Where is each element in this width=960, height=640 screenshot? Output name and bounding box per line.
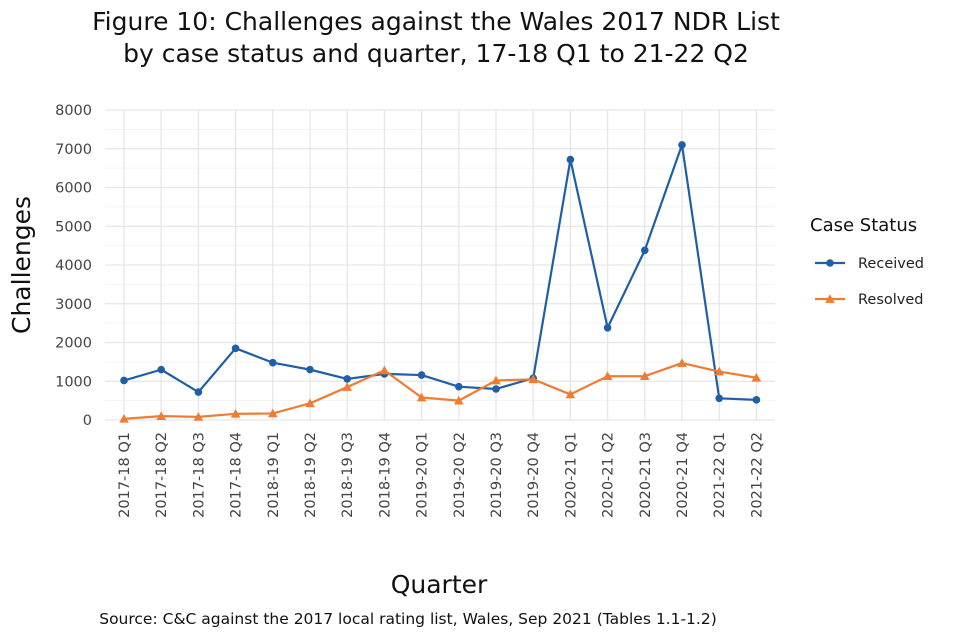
data-point-received xyxy=(566,155,575,164)
data-point-received xyxy=(752,396,761,404)
x-tick-label: 2018-19 Q3 xyxy=(340,432,356,518)
legend-label-received: Received xyxy=(858,256,924,272)
data-point-received xyxy=(455,382,463,391)
data-point-resolved xyxy=(230,409,241,418)
y-tick-label: 5000 xyxy=(55,219,92,235)
legend-marker-resolved xyxy=(825,294,835,303)
series-line-received xyxy=(123,143,757,401)
x-tick-label: 2017-18 Q4 xyxy=(229,432,245,518)
data-point-resolved xyxy=(416,392,427,402)
x-tick-label: 2020-21 Q1 xyxy=(563,432,579,518)
x-tick-label: 2018-19 Q2 xyxy=(303,432,319,518)
data-point-resolved xyxy=(156,411,166,420)
data-point-received xyxy=(641,246,649,255)
data-point-resolved xyxy=(751,372,762,382)
data-point-received xyxy=(678,141,686,149)
chart-title-line-1: Figure 10: Challenges against the Wales … xyxy=(92,7,780,36)
data-point-received xyxy=(231,344,240,353)
legend-item-resolved: Resolved xyxy=(815,292,924,308)
data-point-resolved xyxy=(305,398,315,408)
y-tick-label: 7000 xyxy=(55,142,92,158)
x-tick-label: 2019-20 Q2 xyxy=(452,432,468,518)
x-tick-label: 2021-22 Q2 xyxy=(749,432,765,518)
y-tick-label: 8000 xyxy=(55,103,92,119)
x-tick-label: 2019-20 Q1 xyxy=(415,432,431,518)
data-series xyxy=(119,141,762,423)
data-point-resolved xyxy=(602,371,613,381)
y-tick-label: 4000 xyxy=(55,258,92,274)
data-point-received xyxy=(157,365,165,374)
y-tick-label: 6000 xyxy=(55,181,92,197)
legend-item-received: Received xyxy=(815,256,924,272)
data-point-resolved xyxy=(640,371,650,381)
data-point-resolved xyxy=(677,358,687,367)
data-point-received xyxy=(306,365,314,374)
series-received xyxy=(120,141,761,404)
data-point-received xyxy=(269,358,277,367)
data-point-resolved xyxy=(268,408,278,418)
legend-title: Case Status xyxy=(810,215,917,236)
legend-marker-received xyxy=(826,259,834,267)
y-tick-label: 2000 xyxy=(55,336,92,352)
y-tick-label: 0 xyxy=(83,413,92,429)
x-tick-label: 2019-20 Q4 xyxy=(526,432,542,518)
x-tick-label: 2020-21 Q2 xyxy=(601,432,617,518)
data-point-resolved xyxy=(491,375,501,385)
data-point-received xyxy=(492,385,500,393)
source-note: Source: C&C against the 2017 local ratin… xyxy=(99,610,717,628)
y-axis-title: Challenges xyxy=(7,196,36,334)
x-tick-label: 2017-18 Q3 xyxy=(191,432,207,518)
x-tick-label: 2018-19 Q1 xyxy=(266,432,282,518)
legend: Case Status Received Resolved xyxy=(810,215,924,308)
data-point-received xyxy=(603,323,612,332)
legend-label-resolved: Resolved xyxy=(858,292,924,308)
data-point-received xyxy=(417,371,426,379)
data-point-resolved xyxy=(119,414,129,423)
data-point-resolved xyxy=(342,382,352,391)
data-point-resolved xyxy=(379,365,390,375)
x-tick-label: 2020-21 Q3 xyxy=(638,432,654,518)
y-axis-tick-labels: 0 1000 2000 3000 4000 5000 6000 7000 8000 xyxy=(55,103,92,429)
data-point-resolved xyxy=(454,395,464,405)
x-tick-label: 2017-18 Q1 xyxy=(117,432,133,518)
data-point-received xyxy=(715,394,723,403)
x-tick-label: 2018-19 Q4 xyxy=(377,432,393,518)
y-tick-label: 1000 xyxy=(55,374,92,390)
data-point-resolved xyxy=(528,374,538,384)
x-tick-label: 2020-21 Q4 xyxy=(675,432,691,518)
data-point-received xyxy=(120,376,128,385)
data-point-received xyxy=(343,375,352,383)
x-axis-title: Quarter xyxy=(391,570,488,599)
data-point-resolved xyxy=(565,389,576,399)
chart-title-line-2: by case status and quarter, 17-18 Q1 to … xyxy=(123,39,749,68)
data-point-resolved xyxy=(714,366,724,376)
x-tick-label: 2021-22 Q1 xyxy=(712,432,728,518)
data-point-resolved xyxy=(193,412,204,421)
x-tick-label: 2019-20 Q3 xyxy=(489,432,505,518)
x-axis-tick-labels: 2017-18 Q1 2017-18 Q2 2017-18 Q3 2017-18 Q4… xyxy=(117,432,765,518)
y-tick-label: 3000 xyxy=(55,297,92,313)
series-resolved xyxy=(119,358,762,423)
legend-items: Received Resolved xyxy=(815,256,924,308)
x-tick-label: 2017-18 Q2 xyxy=(154,432,170,518)
series-line-resolved xyxy=(123,361,757,420)
data-point-received xyxy=(194,388,203,396)
